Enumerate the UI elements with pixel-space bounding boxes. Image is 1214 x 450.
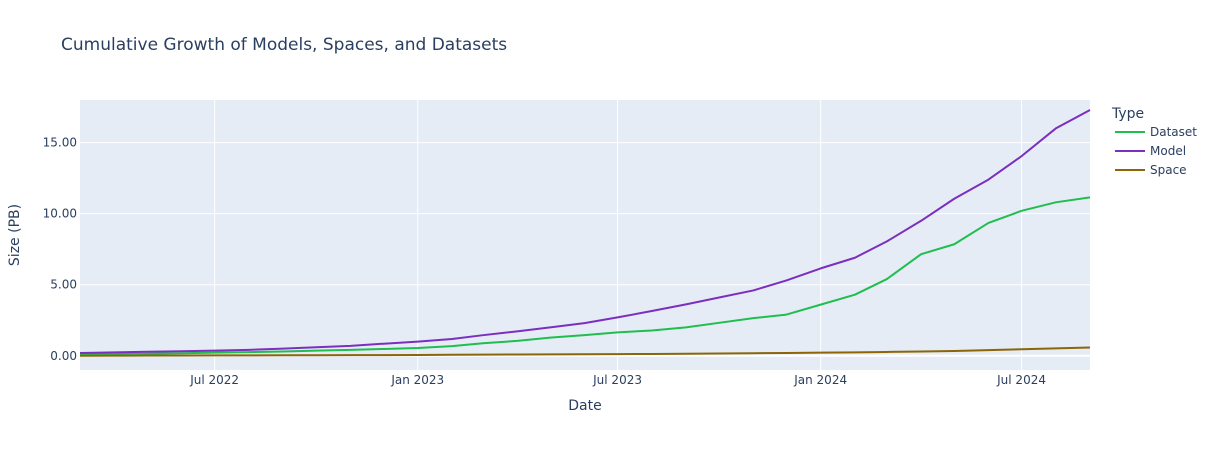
series-line-model[interactable]: [79, 109, 1091, 354]
x-tick-label: Jan 2023: [390, 373, 444, 387]
series-line-space[interactable]: [79, 346, 1091, 357]
y-tick-label: 10.00: [43, 207, 77, 221]
x-tick-label: Jan 2024: [793, 373, 847, 387]
y-tick-label: 5.00: [50, 278, 77, 292]
chart-title: Cumulative Growth of Models, Spaces, and…: [61, 35, 507, 55]
x-axis-title: Date: [568, 398, 601, 414]
y-tick-label: 15.00: [43, 136, 77, 150]
x-tick-label: Jul 2022: [189, 373, 239, 387]
legend-label-space[interactable]: Space: [1150, 163, 1187, 177]
legend-label-dataset[interactable]: Dataset: [1150, 125, 1197, 139]
plot-area[interactable]: [79, 100, 1091, 370]
x-tick-label: Jul 2024: [996, 373, 1046, 387]
legend: Type Dataset Model Space: [1111, 106, 1197, 177]
legend-title: Type: [1111, 106, 1144, 122]
series-line-dataset[interactable]: [79, 196, 1091, 356]
plot-background: [80, 100, 1090, 370]
x-tick-label: Jul 2023: [592, 373, 642, 387]
legend-label-model[interactable]: Model: [1150, 144, 1186, 158]
y-tick-label: 0.00: [50, 349, 77, 363]
y-axis-title: Size (PB): [7, 204, 23, 266]
